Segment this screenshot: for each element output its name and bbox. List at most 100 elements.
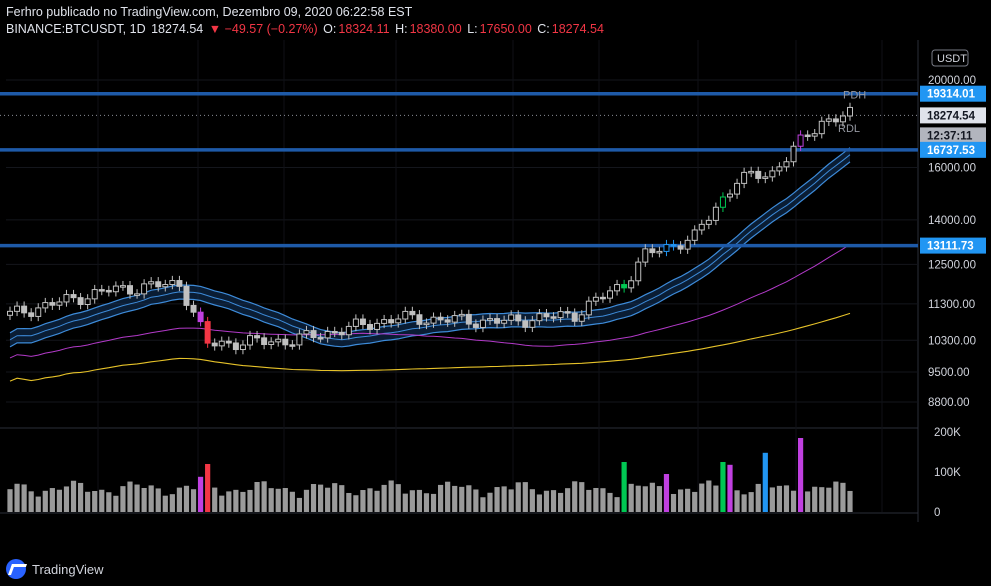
- volume-bar: [480, 497, 486, 512]
- candle-body: [501, 319, 508, 324]
- volume-bar: [515, 482, 521, 512]
- candle-body: [84, 298, 91, 305]
- chart-header: Ferhro publicado no TradingView.com, Dez…: [6, 4, 606, 38]
- candle-body: [148, 281, 155, 285]
- candle-body: [663, 244, 670, 252]
- volume-bar: [819, 487, 825, 512]
- volume-bar: [826, 487, 832, 512]
- high-value: 18380.00: [409, 22, 462, 36]
- candle-body: [112, 285, 119, 293]
- volume-bar: [607, 492, 613, 512]
- candle-body: [91, 289, 98, 300]
- volume-bar: [106, 492, 112, 512]
- chart-area[interactable]: PDH RDL 20000.00 16000.00 14000.00 12500.00 1…: [0, 40, 991, 542]
- volume-bar: [812, 486, 818, 512]
- price-chart[interactable]: PDH RDL 20000.00 16000.00 14000.00 12500.00 1…: [0, 40, 991, 542]
- candle-body: [261, 337, 268, 346]
- volume-bar: [402, 493, 408, 512]
- candle-body: [155, 281, 162, 288]
- volume-bar: [268, 488, 274, 512]
- candle-body: [684, 239, 691, 250]
- volume-bar: [430, 493, 437, 512]
- moving-average-magenta: [9, 243, 851, 359]
- volume-bar: [776, 485, 783, 512]
- volume-bar: [565, 488, 571, 512]
- volume-bar: [423, 493, 430, 512]
- candle-body: [7, 310, 13, 316]
- candle-body: [352, 318, 359, 327]
- candle-body: [825, 118, 832, 122]
- moving-average-yellow: [9, 312, 851, 382]
- price-tick-label: 12500.00: [928, 259, 976, 271]
- close-label: C:: [537, 22, 550, 36]
- volume-bar: [197, 476, 204, 512]
- volume-bar: [748, 492, 754, 512]
- volume-bar: [381, 484, 387, 512]
- volume-bar: [303, 489, 310, 512]
- band-fill: [10, 147, 850, 347]
- volume-bar: [395, 484, 401, 512]
- candle-body: [741, 171, 748, 184]
- volume-bar: [325, 487, 331, 512]
- volume-tick-label: 0: [934, 507, 940, 519]
- candle-body: [98, 289, 105, 292]
- low-label: L:: [467, 22, 478, 36]
- volume-bar: [63, 486, 70, 512]
- volume-bar: [416, 489, 423, 512]
- volume-bar: [501, 486, 507, 512]
- volume-bar: [621, 462, 627, 512]
- candle-body: [748, 170, 755, 174]
- candle-body: [804, 134, 811, 138]
- candle-body: [42, 302, 49, 309]
- volume-bar: [134, 484, 140, 512]
- volume-bar: [212, 487, 218, 512]
- candle-body: [409, 310, 416, 316]
- volume-bar: [847, 490, 853, 512]
- candle-body: [169, 280, 176, 286]
- brand-name: TradingView: [32, 561, 104, 577]
- volume-bar: [790, 490, 797, 512]
- price-tag-bg: [920, 85, 986, 102]
- candle-body: [797, 134, 804, 147]
- candle-body: [367, 324, 373, 330]
- price-tick-label: 8800.00: [928, 397, 970, 409]
- candle-body: [550, 316, 557, 319]
- candle-body: [239, 344, 246, 351]
- volume-bar: [240, 491, 246, 512]
- volume-bar: [840, 482, 846, 512]
- volume-bar: [536, 494, 543, 512]
- volume-bar: [642, 486, 648, 512]
- level-label: PDH: [843, 90, 866, 102]
- candle-body: [818, 120, 825, 135]
- volume-bar: [85, 491, 91, 512]
- volume-tick-label: 200K: [934, 427, 961, 439]
- candle-body: [14, 305, 21, 312]
- volume-bar: [734, 490, 740, 512]
- volume-bar: [557, 492, 564, 512]
- price-tag-label: 18274.54: [927, 110, 976, 122]
- candle-body: [232, 342, 239, 351]
- footer: TradingView: [6, 559, 104, 579]
- volume-bar: [614, 497, 620, 512]
- candle-body: [374, 322, 381, 330]
- candle-body: [628, 280, 635, 289]
- volume-bar: [127, 481, 133, 512]
- volume-tick-label: 100K: [934, 467, 961, 479]
- grid-lines: [0, 40, 919, 522]
- volume-bar: [635, 485, 641, 512]
- volume-bar: [70, 480, 77, 512]
- volume-bar: [141, 487, 147, 512]
- candle-body: [578, 314, 585, 322]
- candle-body: [734, 182, 741, 195]
- candle-body: [254, 335, 261, 339]
- price-change: ▼ −49.57 (−0.27%): [208, 22, 318, 36]
- candle-body: [70, 294, 77, 299]
- volume-bar: [692, 491, 698, 512]
- candle-body: [381, 319, 388, 324]
- candle-body: [359, 318, 366, 326]
- candle-body: [289, 344, 296, 347]
- volume-bar: [452, 485, 458, 512]
- candle-body: [190, 304, 197, 313]
- candle-body: [762, 176, 769, 179]
- volume-bar: [783, 485, 790, 512]
